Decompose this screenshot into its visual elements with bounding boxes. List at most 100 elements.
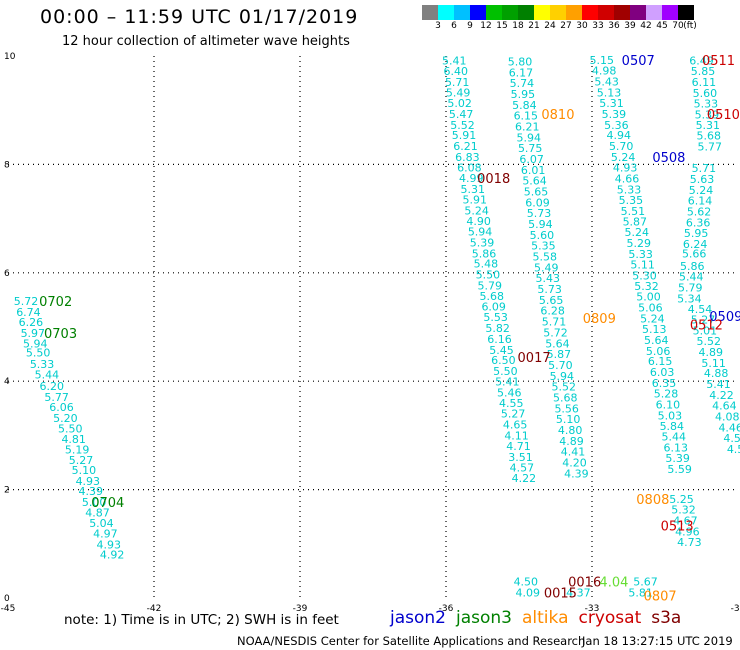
swh-point: 5.33: [694, 98, 719, 111]
swh-point: 4.81: [61, 433, 86, 446]
swh-point: 5.49: [534, 261, 559, 274]
footer-credit: NOAA/NESDIS Center for Satellite Applica…: [237, 634, 586, 648]
swh-point: 4.99: [459, 172, 484, 185]
swh-point: 5.41: [706, 378, 731, 391]
satellite-jason3: jason3: [456, 608, 512, 628]
swh-point: 4.22: [709, 389, 734, 402]
swh-point: 5.28: [654, 388, 679, 401]
swh-point: 5.30: [632, 270, 657, 283]
swh-point: 5.94: [468, 226, 493, 239]
legend-swatch: [518, 5, 534, 20]
swh-point: 5.11: [701, 357, 726, 370]
swh-point: 5.79: [478, 279, 503, 292]
swh-point: 5.33: [30, 358, 55, 371]
swh-point: 5.46: [497, 387, 522, 400]
swh-point: 5.13: [642, 323, 667, 336]
pass-time-label: 0704: [91, 496, 124, 511]
swh-point: 5.41: [495, 376, 520, 389]
swh-point: 4.5: [723, 432, 740, 445]
swh-point: 5.31: [696, 119, 721, 132]
pass-time-label: 0807: [644, 589, 677, 604]
legend-swatch: [566, 5, 582, 20]
swh-point: 5.04: [89, 517, 114, 530]
swh-point: 5.52: [450, 119, 475, 132]
swh-point: 5.94: [23, 337, 48, 350]
swh-point: 5.39: [470, 236, 495, 249]
swh-point: 5.52: [552, 381, 577, 394]
swh-point: 5.41: [442, 54, 467, 67]
pass-time-label: 0509: [709, 310, 740, 325]
swh-point: 5.06: [638, 301, 663, 314]
swh-point: 5.03: [658, 409, 683, 422]
swh-point: 4.08: [715, 410, 740, 423]
swh-point: 5.01: [693, 324, 718, 337]
swh-point: 5.80: [508, 55, 533, 68]
swh-point: 5.44: [35, 369, 60, 382]
swh-point: 4.71: [506, 440, 531, 453]
swh-point: 5.10: [556, 413, 581, 426]
swh-point: 6.28: [540, 305, 565, 318]
swh-point: 5.77: [44, 391, 69, 404]
y-tick-label: 0: [4, 594, 10, 604]
swh-point: 4.22: [512, 472, 537, 485]
swh-point: 5.95: [511, 88, 536, 101]
swh-point: 4.97: [93, 528, 118, 541]
swh-point: 5.50: [476, 268, 501, 281]
legend-swatch: [454, 5, 470, 20]
swh-point: 5.68: [697, 130, 722, 143]
swh-point: 6.21: [453, 140, 478, 153]
legend-swatch: [646, 5, 662, 20]
pass-time-label: 0508: [652, 151, 685, 166]
swh-point: 4.67: [673, 514, 698, 527]
satellite-cryosat: cryosat: [578, 608, 642, 628]
swh-point: 5.91: [462, 194, 487, 207]
swh-point: 5.86: [472, 247, 497, 260]
legend-swatch: [422, 5, 438, 20]
swh-point: 6.21: [515, 120, 540, 133]
swh-point: 5.66: [682, 247, 707, 260]
swh-point: 5.62: [687, 206, 712, 219]
swh-point: 5.84: [512, 99, 537, 112]
swh-point: 4.46: [718, 421, 740, 434]
swh-point: 5.35: [531, 240, 556, 253]
swh-point: 5.86: [680, 260, 705, 273]
x-tick-label: -30: [731, 604, 740, 614]
swh-point: 4.88: [704, 367, 729, 380]
swh-point: 5.94: [528, 218, 553, 231]
swh-point: 5.34: [677, 292, 702, 305]
legend-label: 70: [672, 21, 684, 31]
swh-point: 6.03: [650, 366, 675, 379]
pass-time-label: 0018: [477, 172, 510, 187]
swh-point: 4.87: [85, 506, 110, 519]
legend-label: 45: [656, 21, 668, 31]
pass-time-label: 4.04: [599, 576, 628, 591]
pass-time-label: 0017: [518, 351, 551, 366]
swh-point: 5.48: [474, 258, 499, 271]
footer-timestamp: Jan 18 13:27:15 UTC 2019: [582, 634, 733, 648]
swh-point: 5.39: [665, 452, 690, 465]
legend-label: 24: [544, 21, 556, 31]
pass-time-label: 0703: [44, 327, 77, 342]
legend-label: 42: [640, 21, 652, 31]
swh-point: 6.74: [16, 306, 41, 319]
swh-point: 5.91: [452, 129, 477, 142]
legend-label: (ft): [683, 21, 697, 31]
swh-point: 5.60: [693, 87, 718, 100]
swh-point: 5.74: [510, 77, 535, 90]
swh-point: 4.20: [562, 457, 587, 470]
legend-swatch: [470, 5, 486, 20]
swh-point: 5.94: [516, 131, 541, 144]
swh-point: 3.51: [508, 451, 533, 464]
swh-point: 5.59: [667, 463, 692, 476]
swh-point: 5.43: [594, 75, 619, 88]
swh-point: 5.06: [646, 345, 671, 358]
swh-point: 6.83: [455, 151, 480, 164]
swh-point: 5.15: [589, 54, 614, 67]
swh-point: 5.72: [543, 326, 568, 339]
swh-point: 4.92: [100, 549, 125, 562]
swh-point: 6.07: [519, 153, 544, 166]
swh-point: 5.24: [689, 184, 714, 197]
pass-time-label: 0016: [568, 576, 601, 591]
swh-point: 4.55: [499, 397, 524, 410]
